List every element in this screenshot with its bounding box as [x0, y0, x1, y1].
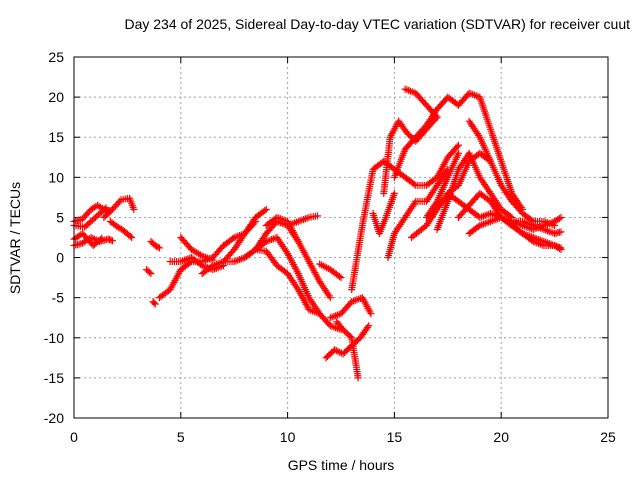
y-tick-label: 5	[56, 209, 64, 225]
data-point-track-9	[150, 299, 158, 307]
data-point-track-19	[337, 274, 345, 282]
x-tick-label: 5	[177, 429, 185, 445]
data-point-track-20	[331, 346, 339, 354]
data-point-track-7	[155, 244, 163, 252]
data-point-track-7	[154, 243, 162, 251]
data-point-track-36	[552, 242, 560, 250]
y-tick-label: 15	[48, 129, 64, 145]
axis-ticks: 0 5 10 15 20 25 -20 -15 -10 -5 0 5 10 15 20 25	[44, 49, 616, 445]
data-point-track-20	[364, 323, 372, 331]
data-point-track-8	[147, 270, 155, 278]
y-tick-label: -10	[44, 330, 64, 346]
data-points	[70, 85, 565, 382]
data-point-track-27	[433, 113, 441, 121]
data-point-track-36	[551, 242, 559, 250]
data-point-track-23	[453, 143, 461, 151]
x-tick-label: 15	[387, 429, 403, 445]
y-tick-label: -20	[44, 410, 64, 426]
y-tick-label: 0	[56, 250, 64, 266]
data-point-track-24	[390, 189, 398, 197]
data-point-track-9	[151, 300, 159, 308]
x-tick-label: 20	[493, 429, 509, 445]
data-point-track-20	[332, 347, 340, 355]
data-point-track-34	[555, 214, 563, 222]
x-axis-label: GPS time / hours	[287, 457, 395, 473]
chart-title: Day 234 of 2025, Sidereal Day-to-day VTE…	[124, 16, 630, 32]
data-point-track-21	[354, 374, 362, 382]
y-tick-label: -5	[52, 290, 65, 306]
data-point-track-23	[454, 141, 462, 149]
grid-lines	[74, 57, 608, 418]
data-point-track-5	[116, 197, 124, 205]
data-point-track-27	[432, 112, 440, 120]
data-point-track-36	[554, 243, 562, 251]
data-point-track-22	[367, 310, 375, 318]
data-point-track-13	[261, 207, 269, 215]
y-tick-label: -15	[44, 370, 64, 386]
data-point-track-34	[557, 213, 565, 221]
data-point-track-20	[365, 322, 373, 330]
x-tick-label: 25	[600, 429, 616, 445]
data-point-track-37	[557, 228, 565, 236]
data-point-track-2	[102, 204, 110, 212]
plot-frame	[73, 56, 609, 419]
data-point-track-36	[557, 244, 565, 252]
data-point-track-5	[130, 205, 138, 213]
data-point-track-4	[98, 234, 106, 242]
data-point-track-30	[454, 149, 462, 157]
data-point-track-6	[128, 234, 136, 241]
data-point-track-19	[335, 272, 343, 280]
data-point-track-6	[126, 232, 134, 240]
y-tick-label: 20	[48, 89, 64, 105]
data-point-track-20	[334, 347, 342, 355]
data-point-track-17	[326, 294, 334, 302]
data-point-track-23	[410, 180, 418, 188]
x-tick-label: 10	[280, 429, 296, 445]
y-tick-label: 25	[48, 49, 64, 65]
x-tick-label: 0	[70, 429, 78, 445]
data-point-track-3	[89, 234, 97, 242]
data-point-track-36	[555, 243, 563, 251]
data-point-track-3	[108, 237, 116, 245]
data-point-track-13	[262, 205, 270, 213]
data-point-track-8	[145, 268, 153, 276]
y-tick-label: 10	[48, 169, 64, 185]
data-point-track-18	[314, 212, 322, 220]
data-point-track-4	[96, 236, 104, 244]
data-point-track-2	[101, 205, 109, 213]
